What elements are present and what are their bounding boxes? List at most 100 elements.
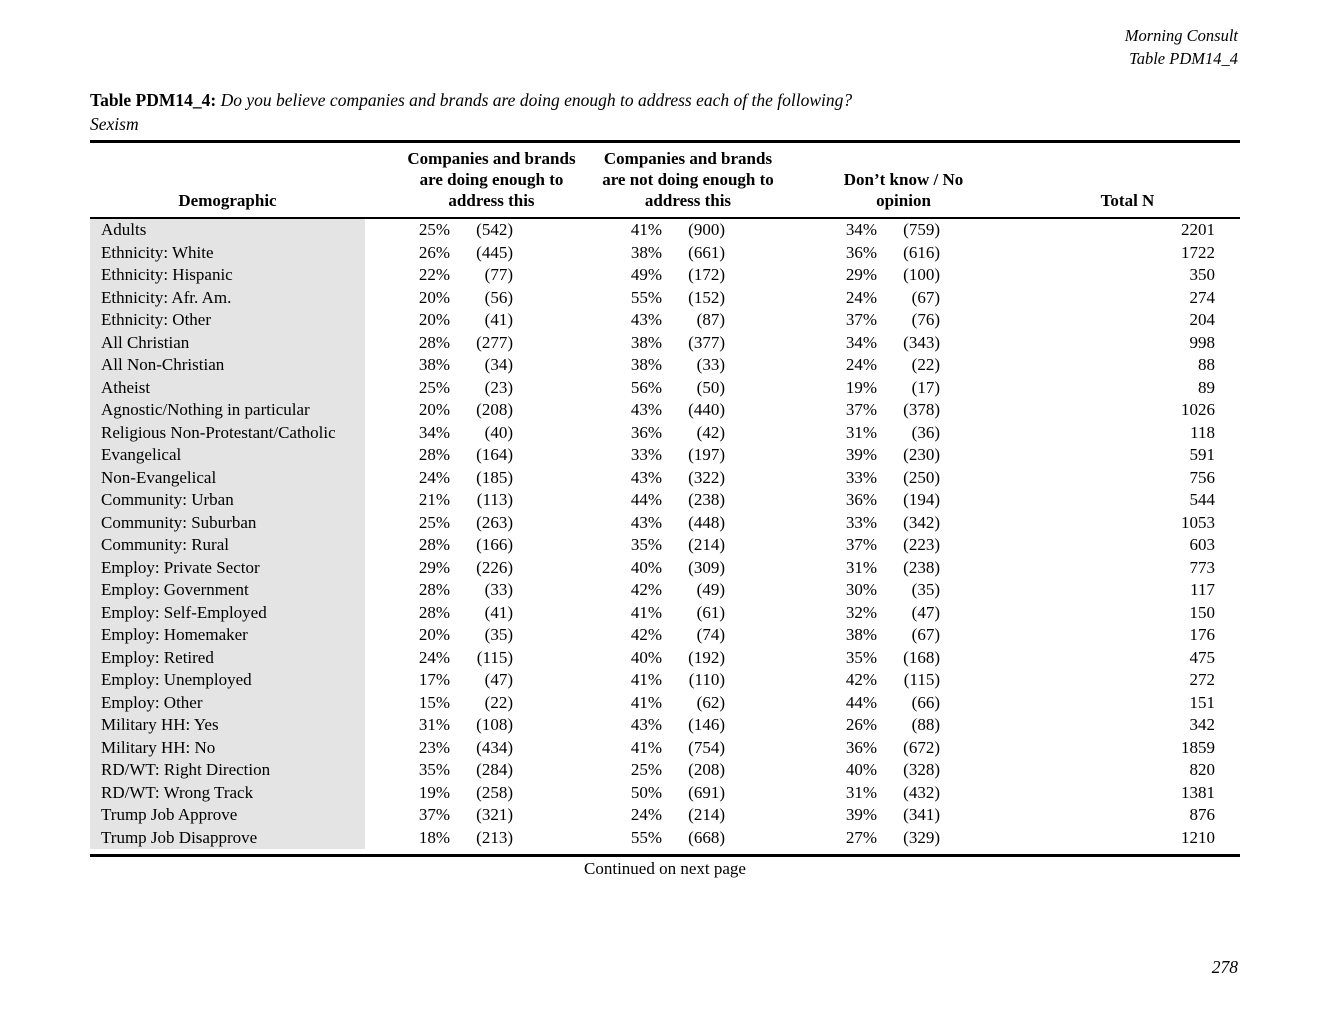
col3-pct-cell: 39% [845,805,877,824]
total-n-cell: 89 [1198,377,1215,397]
filler-cell [1215,422,1240,445]
table-row: Adults 25% (542) 41% (900) 34% (759) 220… [90,218,1240,242]
col1-n-cell: (164) [476,445,513,464]
demographic-cell: Community: Suburban [90,511,365,534]
col1-n-cell: (56) [484,287,513,307]
total-n-cell: 118 [1190,422,1215,442]
col3-n-cell: (328) [903,760,940,779]
col1-n-cell: (41) [484,602,513,622]
header-row: Demographic Companies and brands are doi… [90,143,1240,219]
filler-cell [1215,309,1240,332]
total-n-cell: 176 [1189,625,1216,644]
col3-pct-cell: 31% [845,782,877,802]
col3-n-cell: (36) [911,422,940,442]
total-n-cell: 2201 [1181,220,1215,239]
col2-n-cell: (192) [688,647,725,667]
col1-pct-cell: 25% [418,377,450,397]
table-row: All Christian 28% (277) 38% (377) 34% (3… [90,331,1240,354]
total-n-cell: 820 [1189,760,1216,779]
total-n-cell: 1381 [1181,782,1215,802]
col1-pct-cell: 24% [418,467,450,487]
column-header-total-n: Total N [940,143,1215,219]
col3-n-cell: (35) [911,580,940,599]
demographic-cell: Community: Rural [90,534,365,557]
demographic-cell: All Non-Christian [90,354,365,377]
filler-cell [1215,669,1240,692]
col1-n-cell: (115) [476,647,513,667]
col1-pct-cell: 20% [418,625,450,644]
col2-pct-cell: 41% [630,737,662,757]
column-header-demographic: Demographic [90,143,365,219]
col2-n-cell: (197) [688,445,725,464]
col3-pct-cell: 37% [845,310,877,329]
col3-pct-cell: 34% [845,220,877,239]
table-row: All Non-Christian 38% (34) 38% (33) 24% … [90,354,1240,377]
col3-pct-cell: 19% [845,377,877,397]
col2-n-cell: (110) [688,670,725,689]
col3-pct-cell: 30% [845,580,877,599]
col3-n-cell: (76) [911,310,940,329]
table-row: Employ: Self-Employed 28% (41) 41% (61) … [90,601,1240,624]
col2-n-cell: (146) [688,715,725,734]
table-row: Atheist 25% (23) 56% (50) 19% (17) 89 [90,376,1240,399]
col3-pct-cell: 36% [845,737,877,757]
total-n-cell: 998 [1189,332,1216,352]
col2-n-cell: (42) [696,422,725,442]
col1-n-cell: (277) [476,332,513,352]
filler-cell [1215,782,1240,805]
col1-pct-cell: 31% [418,715,450,734]
table-row: Community: Rural 28% (166) 35% (214) 37%… [90,534,1240,557]
col3-n-cell: (168) [903,647,940,667]
filler-cell [1215,444,1240,467]
total-n-cell: 150 [1189,602,1216,622]
col2-pct-cell: 43% [630,310,662,329]
col3-n-cell: (22) [911,355,940,374]
col1-pct-cell: 28% [418,580,450,599]
col1-pct-cell: 19% [418,782,450,802]
table-title: Table PDM14_4: Do you believe companies … [90,88,1240,136]
table-row: Agnostic/Nothing in particular 20% (208)… [90,399,1240,422]
col2-n-cell: (33) [696,355,725,374]
col3-n-cell: (616) [903,242,940,262]
col3-n-cell: (341) [903,805,940,824]
total-n-cell: 1722 [1181,242,1215,262]
col3-n-cell: (343) [903,332,940,352]
col3-n-cell: (759) [903,220,940,239]
demographic-cell: Ethnicity: Other [90,309,365,332]
total-n-cell: 475 [1189,647,1216,667]
demographic-cell: Agnostic/Nothing in particular [90,399,365,422]
col2-pct-cell: 41% [630,220,662,239]
col1-n-cell: (33) [484,580,513,599]
col1-pct-cell: 17% [418,670,450,689]
col1-n-cell: (445) [476,242,513,262]
col2-pct-cell: 35% [630,535,662,554]
filler-cell [1215,557,1240,580]
filler-cell [1215,218,1240,242]
col1-pct-cell: 38% [418,355,450,374]
column-header-dont-know: Don’t know / No opinion [725,143,963,219]
table-reference: Table PDM14_4 [1129,49,1238,68]
col3-n-cell: (67) [911,625,940,644]
demographic-cell: Military HH: No [90,736,365,759]
col2-pct-cell: 33% [630,445,662,464]
filler-cell [1215,647,1240,670]
total-n-cell: 603 [1189,535,1216,554]
col3-pct-cell: 38% [845,625,877,644]
col1-pct-cell: 25% [418,220,450,239]
col1-pct-cell: 21% [418,490,450,509]
col1-pct-cell: 28% [418,332,450,352]
col2-n-cell: (691) [688,782,725,802]
demographic-cell: Employ: Retired [90,646,365,669]
filler-cell [1215,759,1240,782]
col2-n-cell: (172) [688,265,725,284]
demographic-cell: Employ: Homemaker [90,624,365,647]
col1-n-cell: (34) [484,355,513,374]
column-header-filler [1215,143,1240,219]
col1-n-cell: (108) [476,715,513,734]
col2-pct-cell: 56% [630,377,662,397]
col3-pct-cell: 40% [845,760,877,779]
demographic-cell: All Christian [90,331,365,354]
col3-n-cell: (100) [903,265,940,284]
table-row: Employ: Other 15% (22) 41% (62) 44% (66)… [90,691,1240,714]
col1-pct-cell: 37% [418,805,450,824]
